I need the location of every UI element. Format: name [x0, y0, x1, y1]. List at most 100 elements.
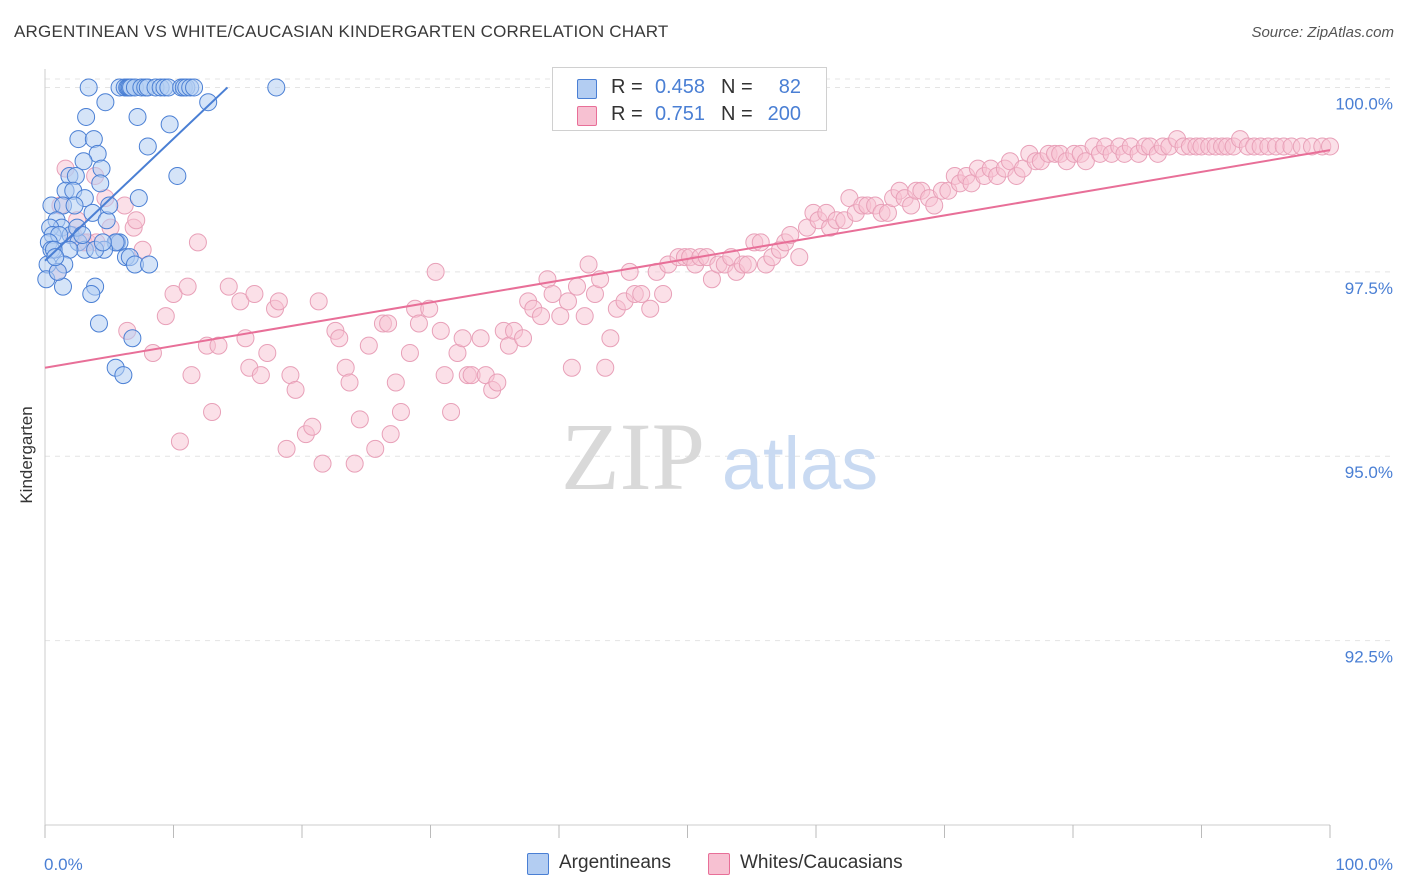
- legend-r-label: R =: [611, 76, 643, 98]
- watermark: ZIP atlas: [561, 403, 878, 510]
- white-caucasian-point: [231, 292, 250, 311]
- white-caucasian-point: [420, 299, 439, 318]
- white-caucasian-point: [313, 454, 332, 473]
- white-caucasian-point: [277, 439, 296, 458]
- y-axis-label: Kindergarten: [17, 406, 36, 504]
- white-caucasian-point: [435, 366, 454, 385]
- argentinean-point: [138, 137, 157, 156]
- chart-title: ARGENTINEAN VS WHITE/CAUCASIAN KINDERGAR…: [14, 22, 669, 41]
- legend-row-argentineans: R = 0.458 N = 82: [553, 75, 826, 101]
- argentinean-point: [46, 248, 65, 267]
- argentinean-point: [66, 166, 85, 185]
- white-caucasian-point: [178, 277, 197, 296]
- white-caucasian-point: [400, 343, 419, 362]
- bottom-legend-label: Argentineans: [559, 852, 671, 873]
- white-caucasian-point: [601, 329, 620, 348]
- white-caucasian-point: [562, 358, 581, 377]
- white-caucasian-point: [567, 277, 586, 296]
- x-tick-label: 0.0%: [44, 855, 83, 874]
- white-caucasian-point: [345, 454, 364, 473]
- white-caucasian-point: [164, 284, 183, 303]
- white-caucasian-point: [790, 248, 809, 267]
- white-caucasian-point: [219, 277, 238, 296]
- white-caucasian-point: [453, 329, 472, 348]
- white-caucasian-trend-line: [44, 149, 1331, 369]
- white-caucasian-point: [532, 307, 551, 326]
- argentinean-point: [185, 78, 204, 97]
- white-caucasian-point: [620, 262, 639, 281]
- argentinean-point: [267, 78, 286, 97]
- watermark-zip: ZIP: [561, 403, 705, 510]
- pink-series-points: [48, 130, 1339, 473]
- white-caucasian-point: [925, 196, 944, 215]
- argentinean-point: [69, 130, 88, 149]
- white-caucasian-point: [156, 307, 175, 326]
- white-caucasian-point: [258, 343, 277, 362]
- white-caucasian-point: [641, 299, 660, 318]
- white-caucasian-point: [781, 225, 800, 244]
- argentinean-point: [114, 366, 133, 385]
- argentinean-point: [128, 107, 147, 126]
- white-caucasian-point: [245, 284, 264, 303]
- white-caucasian-point: [596, 358, 615, 377]
- white-caucasian-point: [1321, 137, 1339, 156]
- argentinean-trend-line: [44, 86, 229, 262]
- white-caucasian-point: [471, 329, 490, 348]
- argentinean-point: [97, 211, 116, 230]
- white-caucasian-point: [632, 284, 651, 303]
- white-caucasian-point: [514, 329, 533, 348]
- argentinean-point: [79, 78, 98, 97]
- argentinean-point: [73, 225, 92, 244]
- y-tick-label: 97.5%: [1345, 279, 1393, 298]
- argentinean-point: [83, 203, 102, 222]
- x-tick-label: 100.0%: [1335, 855, 1393, 874]
- argentinean-point: [91, 174, 110, 193]
- white-caucasian-point: [543, 284, 562, 303]
- white-caucasian-point: [551, 307, 570, 326]
- argentinean-point: [48, 262, 67, 281]
- white-caucasian-point: [336, 358, 355, 377]
- bottom-legend-swatch-pink: [708, 853, 730, 875]
- white-caucasian-point: [170, 432, 189, 451]
- legend-row-whites: R = 0.751 N = 200: [553, 102, 826, 128]
- blue-series-points: [37, 78, 286, 385]
- white-caucasian-point: [203, 402, 222, 421]
- source-label: Source: ZipAtlas.com: [1251, 24, 1394, 41]
- argentinean-point: [140, 255, 159, 274]
- white-caucasian-point: [127, 211, 146, 230]
- trend-lines: [44, 86, 1331, 369]
- white-caucasian-point: [209, 336, 228, 355]
- white-caucasian-point: [654, 284, 673, 303]
- white-caucasian-point: [269, 292, 288, 311]
- argentinean-point: [123, 329, 142, 348]
- white-caucasian-point: [558, 292, 577, 311]
- white-caucasian-point: [143, 343, 162, 362]
- bottom-legend-label: Whites/Caucasians: [740, 852, 903, 873]
- white-caucasian-point: [350, 410, 369, 429]
- white-caucasian-point: [309, 292, 328, 311]
- argentinean-point: [77, 107, 96, 126]
- white-caucasian-point: [575, 307, 594, 326]
- white-caucasian-point: [1076, 152, 1095, 171]
- argentinean-point: [100, 196, 119, 215]
- y-tick-label: 92.5%: [1345, 648, 1393, 667]
- white-caucasian-point: [340, 373, 359, 392]
- argentinean-point: [93, 233, 112, 252]
- argentinean-point: [82, 284, 101, 303]
- white-caucasian-point: [188, 233, 207, 252]
- legend-swatch-pink: [577, 106, 597, 126]
- white-caucasian-point: [359, 336, 378, 355]
- white-caucasian-point: [303, 417, 322, 436]
- y-tick-label: 95.0%: [1345, 463, 1393, 482]
- watermark-atlas: atlas: [722, 422, 878, 505]
- legend-swatch-blue: [577, 79, 597, 99]
- legend-r-value: 0.458: [654, 76, 705, 98]
- white-caucasian-point: [386, 373, 405, 392]
- white-caucasian-point: [330, 329, 349, 348]
- white-caucasian-point: [182, 366, 201, 385]
- white-caucasian-point: [391, 402, 410, 421]
- white-caucasian-point: [381, 425, 400, 444]
- legend-n-value: 82: [778, 76, 801, 98]
- argentinean-point: [89, 314, 108, 333]
